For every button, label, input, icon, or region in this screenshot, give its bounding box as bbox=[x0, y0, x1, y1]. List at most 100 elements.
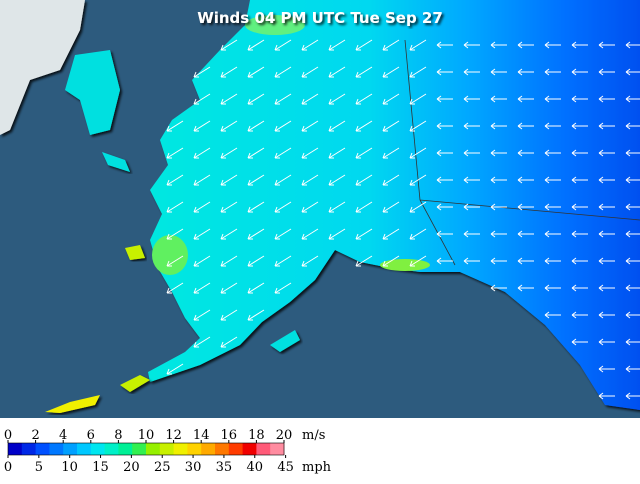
wind-arrow bbox=[517, 149, 534, 157]
wind-arrow bbox=[409, 66, 427, 78]
wind-arrow bbox=[436, 68, 453, 76]
wind-arrow bbox=[247, 174, 265, 186]
wind-arrow bbox=[247, 255, 265, 267]
ms-tick-label: 0 bbox=[4, 428, 12, 443]
wind-arrow bbox=[571, 257, 588, 265]
wind-arrow bbox=[247, 147, 265, 159]
ms-tick-label: 4 bbox=[59, 428, 67, 443]
wind-arrow bbox=[382, 147, 400, 159]
color-swatch bbox=[104, 443, 119, 455]
wind-arrow bbox=[625, 95, 640, 103]
island bbox=[102, 152, 130, 172]
wind-arrow bbox=[490, 257, 507, 265]
wind-arrow bbox=[247, 201, 265, 213]
wind-arrow bbox=[463, 257, 480, 265]
wind-arrow bbox=[598, 338, 615, 346]
ms-tick-label: 10 bbox=[138, 428, 155, 443]
wind-arrow bbox=[274, 282, 292, 294]
wind-arrow bbox=[490, 95, 507, 103]
wind-arrow bbox=[571, 122, 588, 130]
high-wind-area bbox=[245, 15, 305, 35]
wind-arrow bbox=[166, 147, 184, 159]
wind-arrow bbox=[598, 68, 615, 76]
wind-arrow bbox=[274, 174, 292, 186]
wind-arrow bbox=[193, 309, 211, 321]
wind-arrow bbox=[382, 93, 400, 105]
color-swatch bbox=[132, 443, 147, 455]
wind-arrow bbox=[247, 93, 265, 105]
wind-arrow bbox=[625, 149, 640, 157]
wind-arrow bbox=[193, 282, 211, 294]
wind-arrow bbox=[571, 203, 588, 211]
wind-arrow bbox=[328, 228, 346, 240]
wind-arrow bbox=[382, 255, 400, 267]
wind-arrow bbox=[355, 201, 373, 213]
wind-arrow bbox=[382, 120, 400, 132]
wind-arrow bbox=[598, 257, 615, 265]
wind-arrow bbox=[571, 149, 588, 157]
wind-arrow bbox=[571, 95, 588, 103]
legend: 0 2 4 6 8 10 12 14 16 18 20 m/s 0 5 10 15 20 25 30 35 40 45 mp… bbox=[4, 428, 332, 475]
wind-arrow bbox=[301, 66, 319, 78]
wind-arrow bbox=[544, 68, 561, 76]
wind-arrow bbox=[409, 147, 427, 159]
wind-arrow bbox=[544, 149, 561, 157]
wind-arrow bbox=[301, 147, 319, 159]
wind-arrow bbox=[625, 311, 640, 319]
ms-tick-label: 16 bbox=[221, 428, 238, 443]
color-swatch bbox=[90, 443, 106, 455]
wind-arrow bbox=[409, 93, 427, 105]
wind-arrow bbox=[409, 201, 427, 213]
wind-arrow bbox=[247, 282, 265, 294]
mph-tick-label: 40 bbox=[246, 460, 263, 475]
wind-arrow bbox=[301, 201, 319, 213]
ms-tick-label: 2 bbox=[31, 428, 39, 443]
map-title: Winds 04 PM UTC Tue Sep 27 bbox=[197, 9, 443, 27]
wind-arrow bbox=[463, 149, 480, 157]
color-swatch bbox=[63, 443, 78, 455]
wind-arrow bbox=[544, 257, 561, 265]
wind-arrow bbox=[517, 203, 534, 211]
wind-arrow bbox=[220, 39, 238, 51]
wind-arrow bbox=[193, 174, 211, 186]
color-swatch bbox=[270, 443, 285, 455]
wind-arrow bbox=[436, 122, 453, 130]
color-swatch bbox=[49, 443, 64, 455]
color-swatch bbox=[201, 443, 216, 455]
ms-tick-label: 18 bbox=[248, 428, 265, 443]
wind-arrow bbox=[463, 122, 480, 130]
wind-arrow bbox=[436, 149, 453, 157]
wind-arrow bbox=[247, 66, 265, 78]
wind-arrow bbox=[355, 174, 373, 186]
color-swatch bbox=[215, 443, 230, 455]
wind-arrow bbox=[598, 311, 615, 319]
wind-arrow bbox=[193, 255, 211, 267]
wind-arrow bbox=[490, 203, 507, 211]
wind-arrow bbox=[274, 39, 292, 51]
ms-tick-label: 14 bbox=[193, 428, 210, 443]
wind-arrow bbox=[274, 120, 292, 132]
wind-arrow bbox=[463, 68, 480, 76]
wind-arrow bbox=[571, 230, 588, 238]
wind-arrow bbox=[490, 68, 507, 76]
chukotka-land bbox=[65, 50, 120, 135]
wind-arrow bbox=[598, 95, 615, 103]
wind-arrow bbox=[598, 203, 615, 211]
wind-arrow bbox=[193, 147, 211, 159]
wind-arrow bbox=[328, 39, 346, 51]
wind-arrow bbox=[598, 230, 615, 238]
wind-arrow bbox=[247, 39, 265, 51]
wind-arrow bbox=[166, 363, 184, 375]
border bbox=[404, 39, 640, 266]
wind-arrow bbox=[382, 228, 400, 240]
wind-arrow bbox=[571, 338, 588, 346]
wind-arrow bbox=[166, 255, 184, 267]
wind-arrow bbox=[355, 255, 373, 267]
wind-arrow bbox=[193, 201, 211, 213]
wind-arrow bbox=[571, 311, 588, 319]
wind-arrow bbox=[625, 284, 640, 292]
wind-arrow bbox=[220, 120, 238, 132]
mph-tick-label: 5 bbox=[35, 460, 43, 475]
wind-arrow bbox=[220, 201, 238, 213]
wind-arrows bbox=[166, 39, 640, 400]
